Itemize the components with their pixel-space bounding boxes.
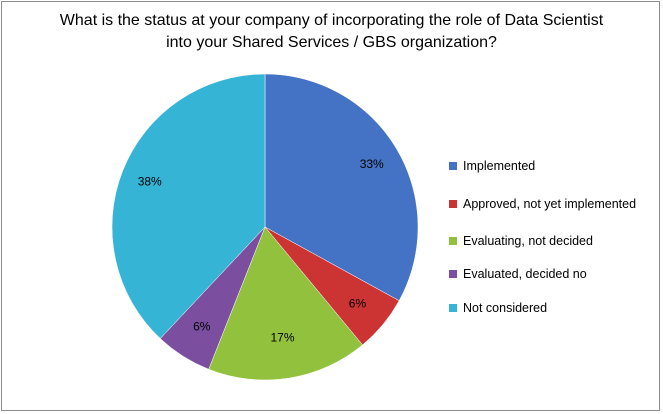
pie-value-label-not-considered: 38%: [138, 174, 162, 188]
pie-value-label-implemented: 33%: [360, 157, 384, 171]
pie-slices: [111, 73, 419, 381]
legend-swatch-implemented: [449, 162, 457, 170]
chart-title-line-2: into your Shared Services / GBS organiza…: [166, 34, 497, 51]
legend-label-evaluating: Evaluating, not decided: [463, 234, 593, 248]
legend-swatch-not-considered: [449, 304, 457, 312]
pie-value-label-evaluating-not-decided: 17%: [271, 331, 295, 345]
pie-slice-not-considered: [111, 73, 266, 339]
chart-title: What is the status at your company of in…: [0, 10, 663, 54]
legend-label-implemented: Implemented: [463, 159, 536, 173]
legend-label-not-considered: Not considered: [463, 301, 548, 315]
pie-value-labels: 33% 6% 17% 6% 38%: [138, 157, 384, 345]
legend-swatch-decided-no: [449, 270, 457, 278]
chart-title-line-1: What is the status at your company of in…: [59, 12, 604, 29]
legend-label-approved: Approved, not yet implemented: [463, 197, 637, 211]
pie-value-label-approved-not-yet-implemented: 6%: [349, 296, 367, 310]
legend-swatch-evaluating: [449, 237, 457, 245]
pie-slice-evaluating-not-decided: [208, 226, 363, 381]
pie-value-label-evaluated-decided-no: 6%: [193, 320, 211, 334]
pie-slice-implemented: [264, 73, 419, 302]
legend-label-decided-no: Evaluated, decided no: [463, 267, 587, 281]
legend-swatch-approved: [449, 200, 457, 208]
